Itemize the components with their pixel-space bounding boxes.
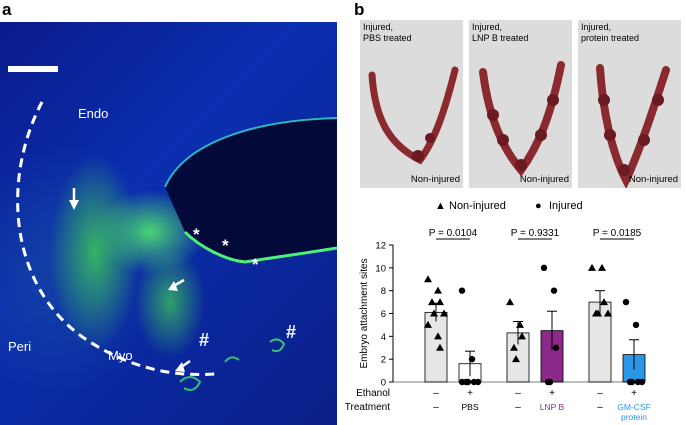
photo-bottom-label: Non-injured: [628, 174, 678, 185]
panel-b-letter: b: [354, 0, 365, 19]
data-point-triangle: [598, 263, 606, 271]
asterisk-marker: *: [193, 225, 200, 244]
uterus-illustration: [596, 64, 670, 188]
data-point-circle: [632, 321, 640, 329]
ethanol-value: –: [433, 388, 439, 399]
photo-caption: PBS treated: [363, 33, 412, 43]
y-tick-label: 2: [381, 355, 386, 366]
y-tick-label: 0: [381, 378, 386, 389]
vessel: [269, 338, 286, 353]
asterisk-marker: *: [222, 236, 229, 255]
ethanol-value: +: [549, 388, 555, 399]
legend-symbol: ▲: [435, 200, 446, 212]
label-peri: Peri: [8, 339, 32, 354]
y-axis-label: Embryo attachment sites: [359, 258, 370, 368]
legend-label: Injured: [549, 200, 583, 212]
ethanol-value: –: [515, 388, 521, 399]
data-point-triangle: [600, 298, 608, 306]
y-tick-label: 10: [375, 263, 386, 274]
ethanol-value: +: [631, 388, 637, 399]
photo-caption: Injured,: [472, 22, 503, 32]
photo-caption: Injured,: [581, 22, 612, 32]
hash-marker: #: [199, 330, 210, 350]
data-point-circle: [458, 287, 466, 294]
photo-caption: protein treated: [581, 33, 640, 43]
scale-bar: [8, 66, 58, 72]
embryo-attachment-chart: ▲ Non-injured ● Injured 0 2 4 6 8 10 12 Embryo atta…: [345, 200, 651, 422]
data-point-triangle: [440, 309, 448, 317]
data-point-triangle: [436, 343, 444, 351]
treatment-label: LNP B: [540, 402, 565, 412]
data-point-triangle: [424, 320, 432, 328]
treatment-label: –: [433, 402, 439, 413]
data-point-circle: [550, 287, 558, 294]
uterus-illustration: [479, 61, 565, 177]
data-point-triangle: [434, 286, 442, 294]
y-tick-label: 4: [381, 332, 386, 343]
y-tick-label: 8: [381, 286, 386, 297]
treatment-label: GM-CSF: [617, 402, 651, 412]
photo-caption: Injured,: [363, 22, 394, 32]
data-point-triangle: [516, 320, 524, 328]
label-myo: Myo: [108, 348, 133, 363]
p-value-label: P = 0.0185: [593, 228, 642, 239]
uterus-photo-protein: Injured, protein treated Non-injured: [578, 20, 681, 188]
data-point-triangle: [424, 275, 432, 283]
photo-caption: LNP B treated: [472, 33, 529, 43]
data-point-triangle: [518, 332, 526, 340]
luminal-epithelium: [183, 230, 337, 264]
micrograph-overlay: [8, 66, 337, 391]
photo-bottom-label: Non-injured: [410, 174, 460, 185]
lumen-region: [165, 117, 337, 262]
uterus-illustration: [368, 66, 459, 165]
data-point-triangle: [434, 332, 442, 340]
vessel: [224, 356, 240, 363]
legend-label: Non-injured: [449, 200, 506, 212]
dashed-boundary: [16, 101, 216, 376]
data-point-triangle: [506, 298, 514, 306]
p-value-label: P = 0.0104: [429, 228, 478, 239]
data-point-triangle: [604, 309, 612, 317]
uterus-photo-pbs: Injured, PBS treated Non-injured: [360, 20, 463, 188]
data-point-triangle: [588, 263, 596, 271]
panel-a-letter: a: [2, 0, 12, 19]
treatment-label: protein: [621, 412, 647, 422]
row-label-treatment: Treatment: [345, 402, 390, 413]
data-point-triangle: [594, 309, 602, 317]
vessel: [179, 376, 202, 391]
label-endo: Endo: [78, 106, 109, 121]
luminal-edge: [164, 117, 337, 188]
hash-marker: #: [286, 322, 297, 342]
data-point-triangle: [510, 343, 518, 351]
data-point-circle: [468, 355, 476, 363]
data-point-triangle: [512, 355, 520, 363]
ethanol-value: –: [597, 388, 603, 399]
photo-bottom-label: Non-injured: [519, 174, 569, 185]
ethanol-value: +: [467, 388, 473, 399]
row-label-ethanol: Ethanol: [356, 388, 390, 399]
legend-symbol: ●: [535, 200, 542, 212]
y-tick-label: 12: [375, 241, 386, 252]
data-point-triangle: [428, 298, 436, 306]
uterus-photo-lnpb: Injured, LNP B treated Non-injured: [469, 20, 572, 188]
treatment-label: –: [515, 402, 521, 413]
y-tick-label: 6: [381, 309, 386, 320]
asterisk-marker: *: [252, 255, 259, 274]
data-point-triangle: [436, 298, 444, 306]
data-point-triangle: [430, 309, 438, 317]
data-point-circle: [540, 264, 548, 272]
treatment-label: –: [597, 402, 603, 413]
p-value-label: P = 0.9331: [511, 228, 560, 239]
treatment-label: PBS: [461, 402, 478, 412]
data-point-circle: [622, 298, 630, 306]
fluorescence-micrograph: Endo Peri Myo * * * # #: [0, 22, 337, 425]
data-point-circle: [552, 344, 560, 351]
